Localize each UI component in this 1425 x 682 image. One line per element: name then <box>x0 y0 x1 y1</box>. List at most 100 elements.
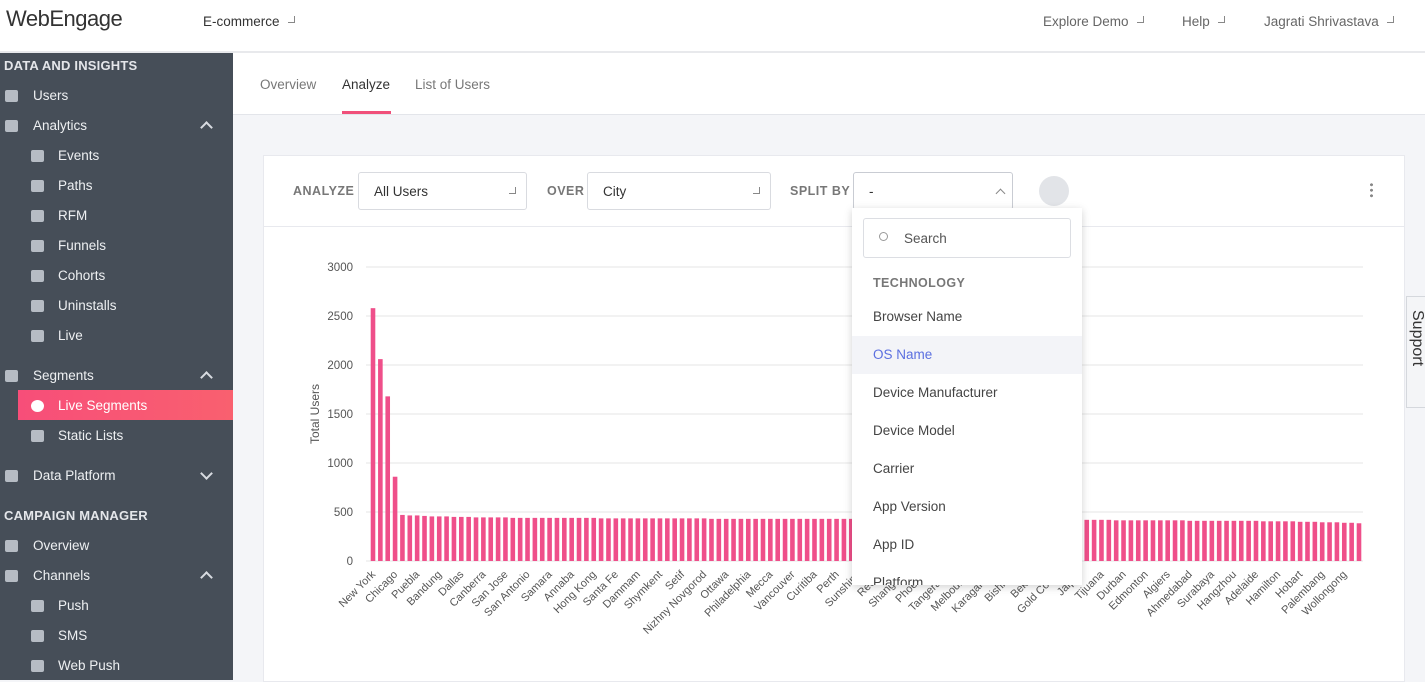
refresh-button[interactable] <box>1039 176 1069 206</box>
support-tab[interactable]: Support <box>1406 296 1425 408</box>
bar <box>569 517 574 561</box>
nav-subitem[interactable]: Uninstalls <box>58 298 117 313</box>
bar <box>1341 522 1347 561</box>
bar <box>414 515 420 561</box>
nav-item[interactable]: Overview <box>33 538 90 553</box>
y-axis-label: Total Users <box>308 384 322 444</box>
nav-help[interactable]: Help <box>1182 14 1210 29</box>
nav-subitem[interactable]: Static Lists <box>58 428 124 443</box>
nav-item[interactable]: Users <box>33 88 69 103</box>
bar <box>1327 522 1332 561</box>
bar <box>1187 520 1193 561</box>
bar <box>768 518 773 561</box>
bar <box>797 518 803 561</box>
chevron <box>1218 16 1225 23</box>
bar <box>731 518 736 561</box>
search-box[interactable]: Search <box>863 218 1071 258</box>
chevron <box>1137 16 1144 23</box>
bar <box>429 516 435 561</box>
tab[interactable]: Analyze <box>342 77 391 92</box>
bar <box>1261 521 1266 561</box>
over-label: OVER <box>547 184 585 198</box>
dropdown-option[interactable]: OS Name <box>852 336 1082 374</box>
bar <box>451 516 457 561</box>
bar <box>1128 520 1134 561</box>
chevron <box>200 467 213 480</box>
dropdown-option[interactable]: Carrier <box>873 461 915 476</box>
bar <box>848 518 854 561</box>
nav-explore[interactable]: Explore Demo <box>1043 14 1129 29</box>
icon <box>5 90 18 102</box>
bar <box>1143 520 1148 561</box>
bar <box>687 518 692 561</box>
logo[interactable]: WebEngage <box>6 6 123 31</box>
more-menu[interactable] <box>1370 182 1373 198</box>
y-tick-label: 3000 <box>327 262 353 274</box>
icon <box>31 150 44 162</box>
dropdown-option[interactable]: Device Manufacturer <box>873 385 998 400</box>
project-switcher[interactable]: E-commerce <box>203 14 280 29</box>
icon <box>31 270 44 282</box>
bar <box>834 518 839 561</box>
bar <box>606 518 611 561</box>
nav-subitem[interactable]: Paths <box>58 178 93 193</box>
icon <box>5 570 18 582</box>
nav-subitem[interactable]: RFM <box>58 208 88 223</box>
bar <box>400 514 405 561</box>
bar <box>613 518 619 561</box>
bar <box>1312 521 1318 561</box>
tab[interactable]: List of Users <box>415 77 491 92</box>
bar <box>1231 520 1237 561</box>
bar <box>1202 520 1207 561</box>
dropdown-option[interactable]: Platform <box>873 575 924 585</box>
support-label: Support <box>1409 310 1425 367</box>
dropdown-option[interactable]: App Version <box>873 499 946 514</box>
bar <box>488 517 494 561</box>
bar <box>532 517 538 561</box>
split-label: SPLIT BY <box>790 184 851 198</box>
nav-subitem[interactable]: Live Segments <box>58 398 148 413</box>
nav-user[interactable]: Jagrati Shrivastava <box>1264 14 1379 29</box>
y-tick-label: 0 <box>347 556 353 568</box>
y-tick-label: 500 <box>334 507 353 519</box>
dropdown-option[interactable]: Device Model <box>873 423 955 438</box>
nav-item[interactable]: Segments <box>33 368 94 383</box>
nav-item[interactable]: Analytics <box>33 118 88 133</box>
icon <box>5 370 18 382</box>
nav-subitem[interactable]: Events <box>58 148 100 163</box>
dropdown-option[interactable]: App ID <box>873 537 915 552</box>
split-select[interactable]: - <box>853 172 1013 210</box>
dropdown-option[interactable]: Browser Name <box>873 309 963 324</box>
bar <box>598 518 604 561</box>
analyze-select[interactable]: All Users <box>358 172 527 210</box>
bar <box>642 518 648 561</box>
y-tick-label: 2500 <box>327 311 353 323</box>
bar <box>1334 522 1340 561</box>
nav-subitem[interactable]: Funnels <box>58 238 107 253</box>
nav-subitem[interactable]: Web Push <box>58 658 121 673</box>
tab[interactable]: Overview <box>260 77 317 92</box>
bar <box>539 517 545 561</box>
nav-subitem[interactable]: Live <box>58 328 83 343</box>
bar <box>701 518 707 561</box>
icon <box>31 430 44 442</box>
bar <box>1150 520 1156 561</box>
icon <box>31 660 44 672</box>
sidebar: DATA AND INSIGHTS Users Analytics Events Pat… <box>0 53 233 680</box>
chevron <box>200 571 213 584</box>
nav-subitem[interactable]: Cohorts <box>58 268 106 283</box>
nav-item[interactable]: Data Platform <box>33 468 116 483</box>
bar <box>473 517 479 561</box>
nav-subitem[interactable]: Push <box>58 598 89 613</box>
chevron <box>288 16 295 23</box>
icon <box>31 240 44 252</box>
nav-subitem[interactable]: SMS <box>58 628 88 643</box>
search-icon <box>879 232 888 241</box>
bar <box>1349 522 1354 561</box>
nav-item[interactable]: Channels <box>33 568 91 583</box>
bar <box>458 516 464 561</box>
over-select[interactable]: City <box>587 172 771 210</box>
chevron <box>753 187 760 194</box>
